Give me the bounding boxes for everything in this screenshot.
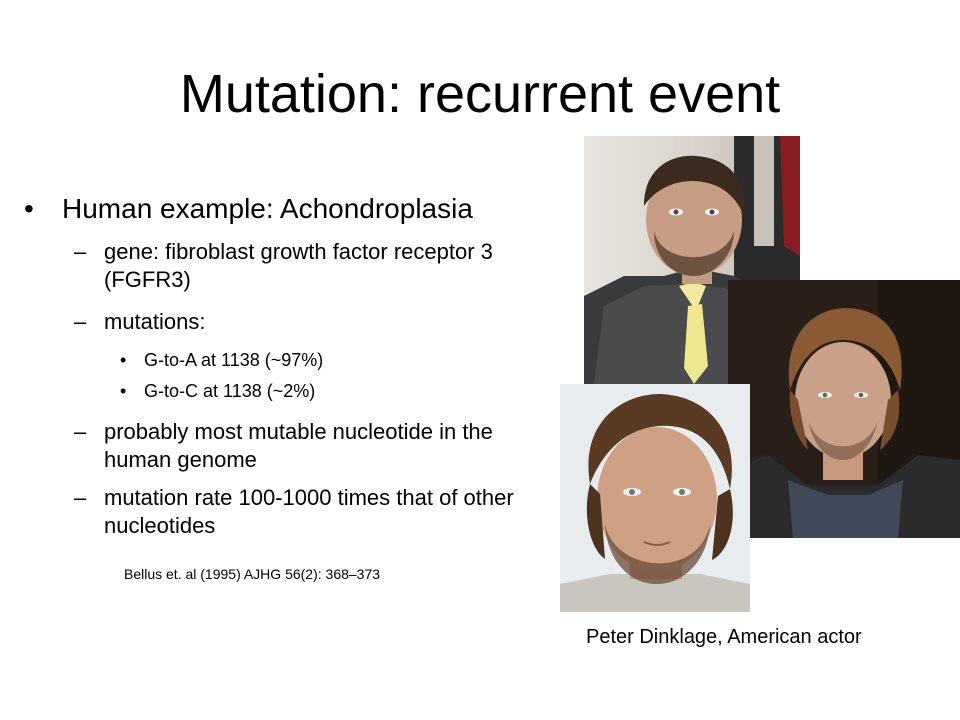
slide-title: Mutation: recurrent event — [179, 64, 781, 124]
dash-marker: – — [74, 419, 87, 444]
dash-marker: – — [74, 309, 87, 334]
bullet-text: Human example: Achondroplasia — [62, 193, 473, 224]
bullet-marker: • — [120, 350, 127, 370]
sub-bullet-text: mutations: — [104, 309, 206, 334]
actor-photo-fur-cloak — [728, 280, 960, 538]
citation: Bellus et. al (1995) AJHG 56(2): 368–373 — [124, 566, 381, 582]
bullet-marker: • — [120, 381, 127, 401]
sub-bullet-text: gene: fibroblast growth factor receptor … — [104, 239, 493, 292]
sub-sub-bullet-text: G-to-A at 1138 (~97%) — [144, 350, 324, 370]
sub-sub-bullet-text: G-to-C at 1138 (~2%) — [144, 381, 316, 401]
sub-bullet-mutation-rate: – mutation rate 100-1000 times that of o… — [74, 484, 554, 540]
sub-bullet-mutations: – mutations: — [74, 308, 554, 336]
sub-bullet-text: mutation rate 100-1000 times that of oth… — [104, 485, 514, 538]
dash-marker: – — [74, 239, 87, 264]
photo-caption: Peter Dinklage, American actor — [586, 626, 862, 648]
dash-marker: – — [74, 485, 87, 510]
actor-photo-portrait — [560, 384, 750, 612]
sub-bullet-text: probably most mutable nucleotide in the … — [104, 419, 493, 472]
bullet-marker: • — [24, 193, 34, 224]
sub-bullet-gene: – gene: fibroblast growth factor recepto… — [74, 238, 554, 294]
sub-bullet-most-mutable: – probably most mutable nucleotide in th… — [74, 418, 554, 474]
